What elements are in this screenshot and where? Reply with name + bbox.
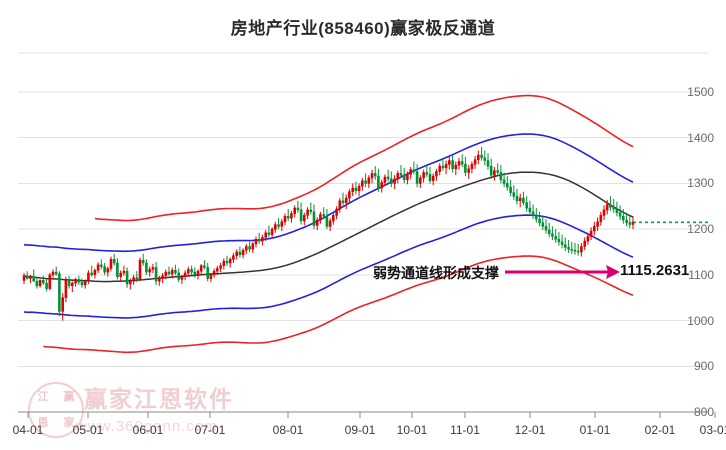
watermark-seal: 江 赢 恩 家 [28,382,84,438]
y-axis-tick-label: 1200 [687,222,714,237]
x-axis-tick-label: 03-01 [699,423,726,437]
x-axis-tick-label: 07-01 [194,423,226,437]
y-axis-tick-label: 800 [693,405,714,419]
x-axis-tick-label: 08-01 [272,423,304,437]
x-axis-tick-label: 01-01 [579,423,611,437]
seal-char: 恩 [37,416,49,429]
x-axis-tick-label: 09-01 [344,423,376,437]
x-axis-tick-label: 06-01 [132,423,164,437]
watermark-brand: 赢家江恩软件 [84,386,234,412]
x-axis-tick-label: 11-01 [450,423,480,437]
y-axis-tick-label: 1500 [687,85,714,99]
x-axis-tick-label: 10-01 [396,423,428,437]
y-axis-tick-label: 900 [693,359,714,374]
y-axis-tick-label: 1100 [688,267,714,282]
y-axis-tick-label: 1400 [687,130,714,145]
seal-char: 赢 [63,390,75,403]
y-axis-tick-label: 1300 [687,176,714,191]
annotation-label: 弱势通道线形成支撑 [373,265,499,281]
x-axis-tick-label: 02-01 [644,423,676,437]
annotation-price: 1115.2631 [620,262,690,279]
seal-char: 江 [37,390,49,403]
y-axis-tick-label: 1000 [687,313,714,328]
page-title: 房地产行业(858460)赢家极反通道 [230,19,496,38]
x-axis-tick-label: 05-01 [72,423,104,437]
x-axis-tick-label: 12-01 [514,423,546,437]
seal-char: 家 [63,416,75,429]
candlestick-series [22,146,635,321]
x-axis-tick-label: 04-01 [12,423,44,437]
watermark-url: www.360gann.com [76,418,218,435]
